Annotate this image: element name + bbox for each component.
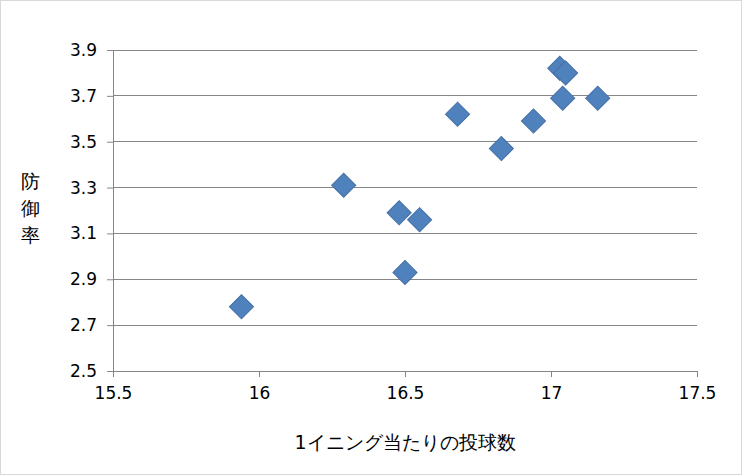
y-tick-mark: [107, 279, 113, 280]
y-tick: 3.7: [70, 86, 113, 106]
x-tick-label: 15.5: [95, 383, 133, 403]
y-tick-mark: [107, 371, 113, 372]
y-axis-title: 防御率: [21, 170, 40, 246]
grid-line: [113, 50, 697, 51]
x-tick-mark: [259, 371, 260, 377]
x-tick-mark: [405, 371, 406, 377]
x-tick: 16.5: [387, 371, 425, 403]
point: [554, 61, 578, 85]
y-tick: 3.1: [70, 223, 113, 243]
chart: 15.5 16 16.5 17 17.5 2.5 2.7 2.9 3.1 3.3 3.5 3.7 3.9…: [0, 0, 742, 475]
point: [551, 86, 575, 110]
grid-line: [113, 141, 697, 142]
x-axis: 15.5 16 16.5 17 17.5: [95, 371, 717, 403]
x-tick: 17.5: [679, 371, 717, 403]
y-tick-label: 3.1: [70, 223, 97, 243]
x-tick-label: 17.5: [679, 383, 717, 403]
x-tick-label: 16.5: [387, 383, 425, 403]
grid-line: [113, 325, 697, 326]
grid-line: [113, 95, 697, 96]
y-axis: 2.5 2.7 2.9 3.1 3.3 3.5 3.7 3.9: [70, 40, 114, 381]
y-tick-label: 2.5: [70, 361, 97, 381]
y-tick: 3.9: [70, 40, 113, 60]
points: [229, 56, 609, 319]
y-tick-mark: [107, 325, 113, 326]
grid: [113, 50, 697, 371]
y-tick: 3.3: [70, 178, 113, 198]
point: [408, 208, 432, 232]
y-tick-label: 2.9: [70, 269, 97, 289]
point: [446, 102, 470, 126]
y-tick-mark: [107, 188, 113, 189]
y-tick-label: 3.9: [70, 40, 97, 60]
y-tick-mark: [107, 233, 113, 234]
x-tick: 15.5: [95, 371, 133, 403]
grid-line: [113, 233, 697, 234]
point: [521, 109, 545, 133]
point: [489, 137, 513, 161]
y-tick-label: 3.5: [70, 132, 97, 152]
x-tick-label: 16: [249, 383, 271, 403]
y-tick-mark: [107, 96, 113, 97]
point: [586, 86, 610, 110]
x-axis-title: 1イニング当たりの投球数: [294, 431, 515, 453]
x-tick: 16: [249, 371, 271, 403]
y-tick-mark: [107, 142, 113, 143]
y-tick-label: 2.7: [70, 315, 97, 335]
y-tick-label: 3.7: [70, 86, 97, 106]
y-tick: 2.5: [70, 361, 113, 381]
point: [387, 201, 411, 225]
x-axis-line: [114, 372, 698, 378]
y-axis-line: [107, 51, 114, 372]
y-tick: 3.5: [70, 132, 113, 152]
y-tick: 2.7: [70, 315, 113, 335]
y-tick-label: 3.3: [70, 178, 97, 198]
x-tick-mark: [697, 371, 698, 377]
grid-line: [113, 187, 697, 188]
point: [332, 173, 356, 197]
y-tick: 2.9: [70, 269, 113, 289]
x-tick-label: 17: [541, 383, 563, 403]
point: [393, 260, 417, 284]
x-tick: 17: [541, 371, 563, 403]
point: [229, 295, 253, 319]
chart-border: [1, 1, 742, 475]
x-tick-mark: [551, 371, 552, 377]
y-tick-mark: [107, 50, 113, 51]
plot-area: 15.5 16 16.5 17 17.5 2.5 2.7 2.9 3.1 3.3 3.5 3.7 3.9: [70, 40, 716, 403]
